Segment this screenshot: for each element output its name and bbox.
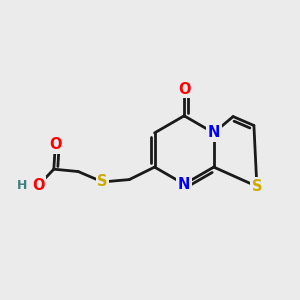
Text: N: N [208,125,220,140]
Text: O: O [49,137,62,152]
Text: H: H [17,179,27,192]
Text: O: O [32,178,45,193]
Text: N: N [178,177,190,192]
Text: S: S [252,179,262,194]
Text: S: S [97,175,108,190]
Text: O: O [178,82,190,97]
